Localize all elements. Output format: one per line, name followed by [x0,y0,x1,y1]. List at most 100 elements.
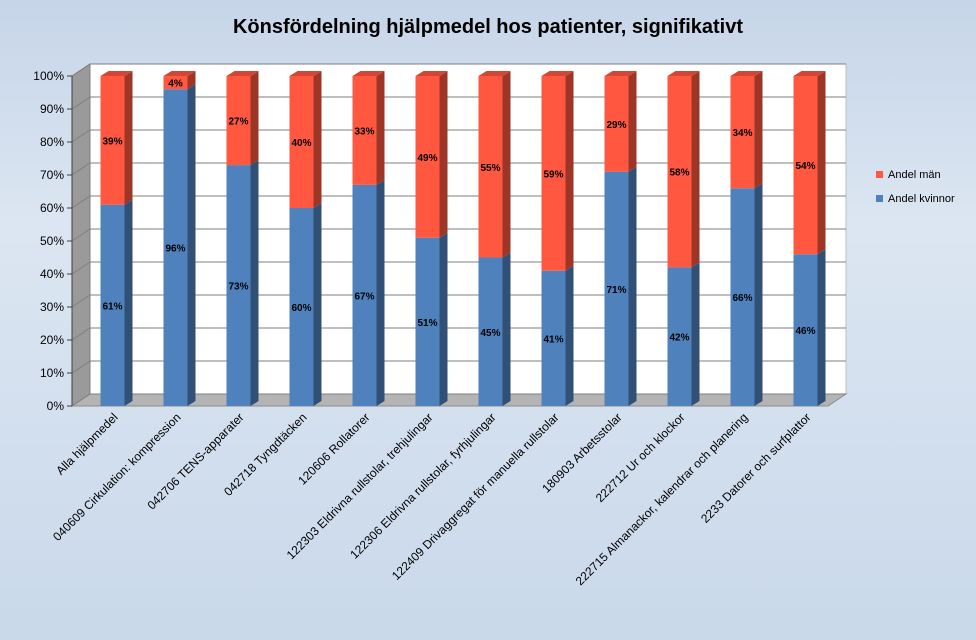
y-tick-label: 90% [40,102,64,116]
data-label: 46% [795,326,815,337]
bar-top [730,71,763,76]
y-tick-label: 70% [40,168,64,182]
bar-man [289,71,322,208]
data-label: 58% [669,168,689,179]
bar-side [754,183,763,406]
gridline [71,195,846,209]
legend-entry: Andel män [888,169,941,181]
legend-entry: Andel kvinnor [888,193,955,205]
bar-side [376,179,385,406]
data-label: 41% [543,334,563,345]
bar-top [667,71,700,76]
data-label: 39% [102,136,122,147]
bar-man [100,71,133,205]
bar-top [415,71,448,76]
data-label: 54% [795,161,815,172]
bar-front [163,76,188,90]
gridline [71,294,846,308]
bar-man [478,71,511,258]
data-label: 66% [732,293,752,304]
bar-side [691,71,700,268]
bar-side [376,71,385,185]
plot-area: 0% 10% 20% 30% 40% 50% 60% 70% 80% 90% 100% 61% 39% A… [33,63,848,588]
chart-title: Könsfördelning hjälpmedel hos patienter,… [233,16,743,38]
bar-front [730,188,755,406]
data-label: 40% [291,138,311,149]
bar-man [541,71,574,271]
data-label: 71% [606,285,626,296]
data-label: 33% [354,126,374,137]
bar-side [691,262,700,406]
bar-front [163,89,188,406]
bar-front [793,76,818,255]
bar-side [124,199,133,406]
bar-front [478,257,503,406]
bar-side [817,249,826,406]
bar-front [100,204,125,406]
gridline [71,261,846,275]
bar-side [628,166,637,406]
data-label: 42% [669,333,689,344]
bar-kvinnor [541,265,574,406]
bar-side [502,71,511,258]
bar-side [250,71,259,166]
bar-side [817,71,826,255]
legend-swatch [876,171,883,178]
bar-kvinnor [793,249,826,406]
bar-front [793,254,818,406]
bar-top [100,71,133,76]
bar-kvinnor [226,160,259,406]
data-label: 60% [291,303,311,314]
y-tick-label: 100% [33,69,64,83]
legend-swatch [876,195,883,202]
bar-top [226,71,259,76]
bar-front [604,76,629,172]
bar-top [352,71,385,76]
y-tick-label: 20% [40,333,64,347]
bar-side [439,71,448,238]
gridline [71,327,846,341]
y-tick-label: 60% [40,201,64,215]
bar-kvinnor [604,166,637,406]
bar-top [793,71,826,76]
bar-top [541,71,574,76]
data-label: 67% [354,291,374,302]
bar-kvinnor [478,252,511,406]
gridline [71,228,846,242]
bar-front [289,208,314,406]
bar-man [793,71,826,255]
bar-front [100,76,125,205]
category-label: 040609 Cirkulation: kompression [50,410,183,543]
data-label: 49% [417,153,437,164]
bar-top [604,71,637,76]
gridline [71,63,846,77]
bar-front [541,76,566,271]
bar-front [226,165,251,406]
legend: Andel män Andel kvinnor [876,169,955,205]
bar-man [730,71,763,189]
bar-top [478,71,511,76]
bar-kvinnor [100,199,133,406]
bar-top [163,71,196,76]
category-label: 2233 Datorer och surfplattor [698,410,814,526]
data-label: 51% [417,318,437,329]
data-label: 4% [168,79,183,90]
bar-side [124,71,133,205]
bar-front [667,267,692,406]
bar-side [502,252,511,406]
bar-kvinnor [163,84,196,406]
bar-front [604,171,629,406]
gridline [71,162,846,176]
y-tick-label: 10% [40,366,64,380]
y-tick-label: 40% [40,267,64,281]
bar-side [754,71,763,189]
y-tick-label: 50% [40,234,64,248]
bar-man [352,71,385,185]
bar-side [187,71,196,90]
bar-kvinnor [667,262,700,406]
bar-front [352,76,377,185]
data-label: 27% [228,117,248,128]
bar-side [565,71,574,271]
